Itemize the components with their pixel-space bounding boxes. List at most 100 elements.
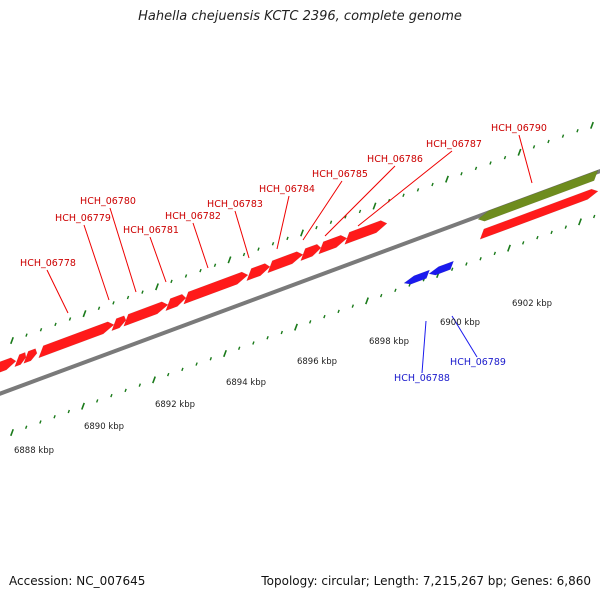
scale-tick — [479, 256, 482, 261]
scale-tick — [365, 297, 369, 305]
label-leader-line — [192, 222, 209, 269]
scale-label: 6896 kbp — [297, 357, 337, 367]
scale-tick — [141, 290, 144, 294]
scale-tick — [237, 346, 241, 351]
gene-label-hch-06789: HCH_06789 — [450, 357, 506, 368]
accession-text: Accession: NC_007645 — [9, 574, 146, 588]
scale-tick — [329, 220, 333, 224]
scale-tick — [54, 322, 57, 327]
label-leader-line — [83, 224, 110, 301]
scale-label: 6902 kbp — [512, 299, 552, 309]
scale-tick — [152, 376, 156, 384]
scale-tick — [517, 148, 522, 156]
scale-tick — [25, 333, 28, 337]
scale-tick — [112, 301, 115, 305]
scale-labels: 6888 kbp 6890 kbp 6892 kbp 6894 kbp 6896 kbp… — [14, 299, 552, 456]
scale-tick — [155, 283, 159, 291]
scale-tick — [166, 372, 170, 377]
scale-tick — [227, 256, 232, 264]
outer-tick-track — [10, 121, 594, 345]
genome-summary: Topology: circular; Length: 7,215,267 bp… — [261, 574, 591, 588]
forward-gene-arrow — [318, 235, 348, 255]
label-leader-line — [46, 269, 69, 314]
scale-tick — [445, 175, 449, 183]
scale-tick — [300, 229, 304, 237]
scale-tick — [315, 225, 318, 230]
gene-label-hch-06780: HCH_06780 — [80, 196, 136, 207]
scale-tick — [68, 317, 72, 321]
forward-gene-arrow — [479, 188, 599, 240]
scale-tick — [536, 235, 539, 240]
scale-tick — [521, 241, 525, 245]
label-leader-line — [276, 195, 290, 250]
feature-band — [477, 169, 599, 222]
gene-label-hch-06778: HCH_06778 — [20, 258, 76, 269]
scale-tick — [82, 310, 87, 318]
scale-tick — [564, 225, 568, 229]
scale-tick — [10, 428, 14, 437]
label-leader-line — [357, 150, 453, 227]
scale-tick — [286, 236, 289, 241]
gene-track — [0, 169, 599, 373]
scale-tick — [379, 293, 383, 298]
scale-tick — [97, 306, 101, 311]
scale-tick — [170, 279, 173, 284]
gene-label-hch-06788: HCH_06788 — [394, 373, 450, 384]
gene-label-hch-06779: HCH_06779 — [55, 213, 111, 224]
scale-tick — [503, 155, 507, 160]
gene-label-hch-06783: HCH_06783 — [207, 199, 263, 210]
forward-gene-arrow — [267, 251, 304, 274]
gene-label-hch-06787: HCH_06787 — [426, 139, 482, 150]
scale-tick — [590, 121, 594, 129]
label-leader-lines — [46, 134, 533, 374]
forward-gene-arrow — [111, 315, 127, 332]
label-leader-line — [518, 134, 533, 184]
scale-tick — [474, 166, 478, 171]
scale-tick — [308, 320, 312, 324]
gene-label-hch-06782: HCH_06782 — [165, 211, 221, 222]
gene-labels: HCH_06778 HCH_06779 HCH_06780 HCH_06781 HCH_… — [20, 123, 547, 384]
forward-gene-arrow — [183, 271, 249, 305]
scale-tick — [257, 247, 260, 251]
scale-tick — [576, 129, 579, 133]
inner-tick-track — [10, 214, 596, 437]
scale-tick — [402, 193, 405, 198]
forward-gene-arrow — [246, 263, 271, 282]
scale-tick — [489, 161, 492, 165]
scale-label: 6894 kbp — [226, 378, 266, 388]
scale-tick — [266, 335, 269, 340]
label-leader-line — [421, 320, 427, 374]
scale-tick — [242, 252, 246, 257]
scale-tick — [351, 304, 355, 308]
scale-tick — [213, 263, 217, 267]
reverse-gene-arrow — [428, 260, 455, 276]
scale-tick — [124, 388, 127, 393]
scale-tick — [507, 244, 511, 252]
scale-tick — [81, 402, 85, 410]
scale-tick — [138, 383, 142, 387]
scale-tick — [592, 214, 596, 219]
page-title: Hahella chejuensis KCTC 2396, complete g… — [138, 9, 462, 24]
scale-label: 6888 kbp — [14, 446, 54, 456]
scale-tick — [271, 241, 275, 246]
scale-tick — [460, 172, 463, 176]
scale-tick — [532, 145, 536, 149]
forward-gene-arrow — [14, 352, 27, 368]
scale-tick — [39, 420, 42, 424]
scale-tick — [126, 295, 130, 300]
scale-tick — [578, 218, 582, 226]
label-leader-line — [324, 165, 396, 237]
scale-tick — [199, 268, 202, 273]
scale-tick — [252, 341, 255, 345]
gene-label-hch-06781: HCH_06781 — [123, 225, 179, 236]
scale-tick — [561, 134, 565, 138]
scale-label: 6898 kbp — [369, 337, 409, 347]
forward-gene-arrow — [165, 293, 187, 312]
gene-label-hch-06790: HCH_06790 — [491, 123, 547, 134]
scale-tick — [280, 330, 284, 335]
forward-gene-arrow — [123, 301, 169, 327]
scale-tick — [195, 362, 198, 366]
scale-tick — [181, 367, 184, 372]
scale-tick — [95, 399, 99, 403]
